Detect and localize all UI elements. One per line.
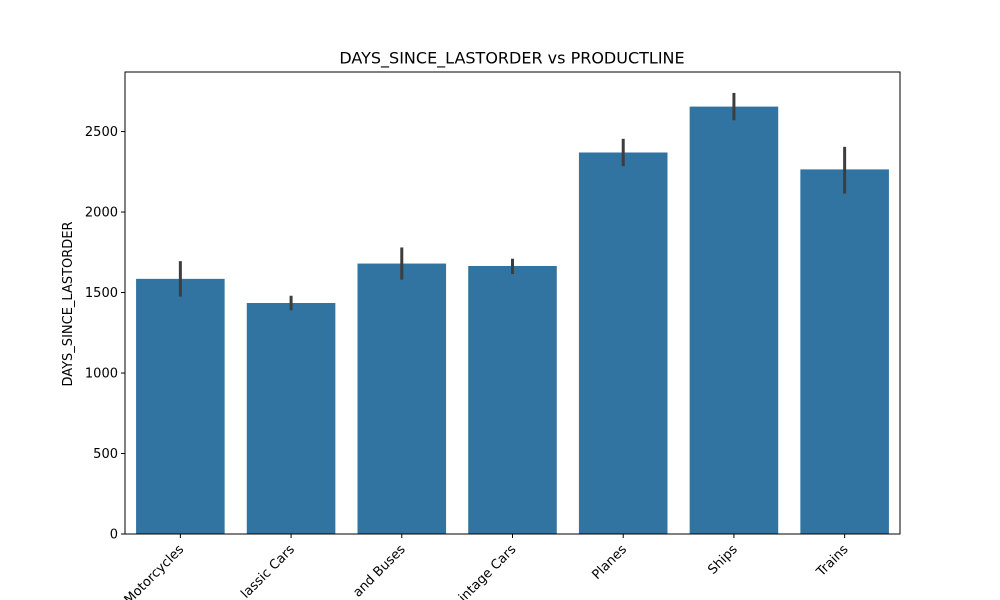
bar-classic-cars [246, 303, 336, 534]
y-tick-label: 0 [110, 528, 118, 543]
bar-motorcycles [136, 278, 225, 534]
bar-planes [578, 152, 668, 535]
plot-frame [124, 71, 901, 535]
y-tick-label: 2000 [85, 206, 118, 221]
x-tick-label: intage Cars [456, 542, 519, 600]
bars-group [136, 106, 889, 535]
bar-vintage-cars [468, 265, 557, 534]
x-tick-label: lassic Cars [238, 542, 298, 600]
x-tick-label: and Buses [350, 542, 408, 600]
bar-trucks-and-buses [357, 263, 447, 534]
y-tick-label: 1000 [85, 367, 118, 382]
bar-trains [800, 169, 889, 534]
y-tick-label: 2500 [85, 125, 118, 140]
y-tick-label: 1500 [85, 286, 118, 301]
chart-title: DAYS_SINCE_LASTORDER vs PRODUCTLINE [339, 49, 684, 69]
x-tick-label: Ships [705, 542, 741, 578]
x-axis: Motorcycles lassic Cars and Buses intage Ca… [122, 534, 852, 600]
y-axis: 0 500 1000 1500 2000 2500 [85, 125, 125, 543]
x-tick-label: Motorcycles [122, 542, 188, 600]
error-bars-group [178, 92, 847, 311]
y-tick-label: 500 [93, 447, 118, 462]
bar-ships [689, 106, 779, 535]
x-tick-label: Trains [813, 542, 851, 580]
y-axis-label: DAYS_SINCE_LASTORDER [61, 221, 76, 386]
x-tick-label: Planes [589, 542, 630, 583]
